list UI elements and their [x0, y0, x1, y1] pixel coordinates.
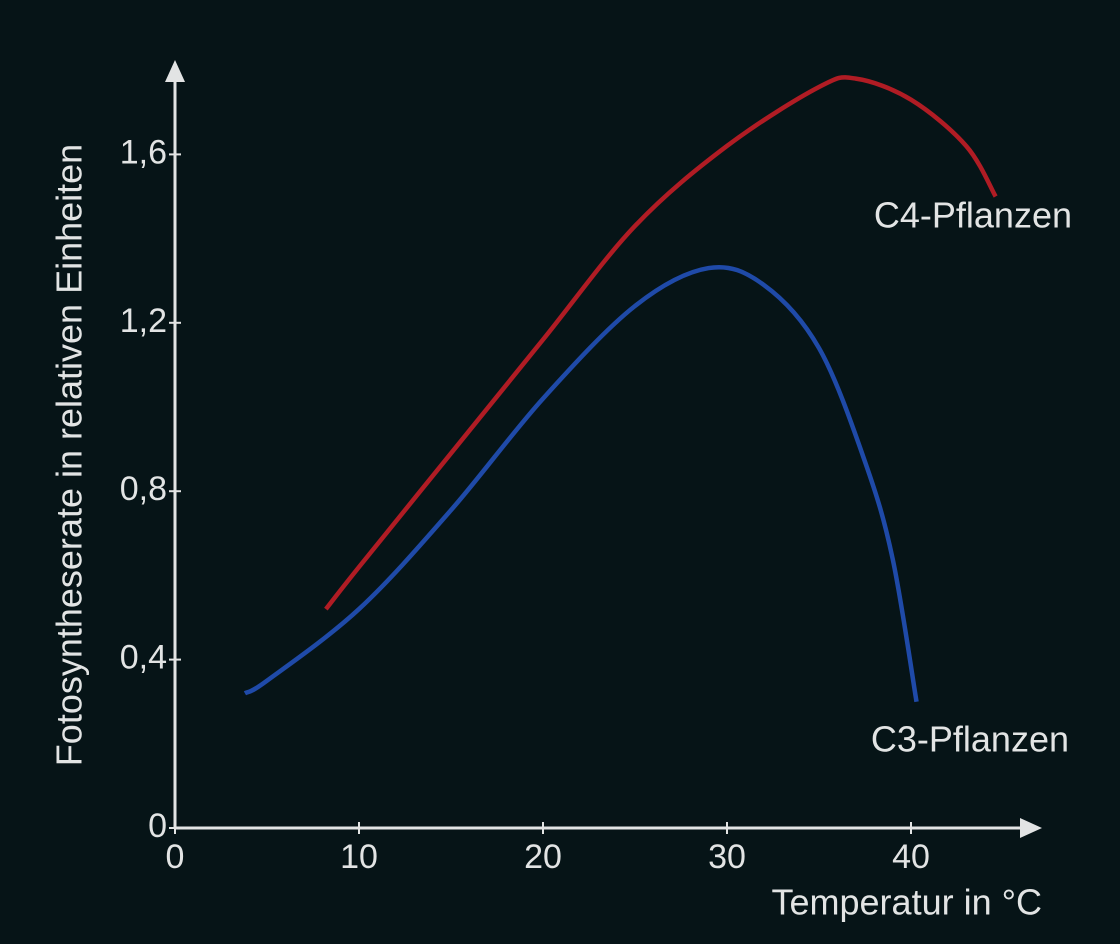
y-tick-label: 0,4 [120, 639, 167, 677]
y-axis-title: Fotosyntheserate in relativen Einheiten [49, 144, 90, 766]
y-axis-arrow [165, 60, 185, 82]
x-tick-label: 40 [892, 838, 930, 876]
y-tick-label: 0,8 [120, 470, 167, 508]
series-label: C4-Pflanzen [874, 195, 1072, 236]
x-axis-arrow [1020, 818, 1042, 838]
y-tick-label: 1,6 [120, 133, 167, 171]
x-tick-label: 0 [166, 838, 185, 876]
x-tick-label: 10 [340, 838, 378, 876]
y-tick-label: 1,2 [120, 302, 167, 340]
x-tick-label: 30 [708, 838, 746, 876]
series-label: C3-Pflanzen [871, 719, 1069, 760]
y-tick-label: 0 [148, 807, 167, 845]
line-series [324, 75, 998, 611]
x-tick-label: 20 [524, 838, 562, 876]
line-series [243, 264, 919, 703]
x-axis-title: Temperatur in °C [772, 882, 1043, 923]
